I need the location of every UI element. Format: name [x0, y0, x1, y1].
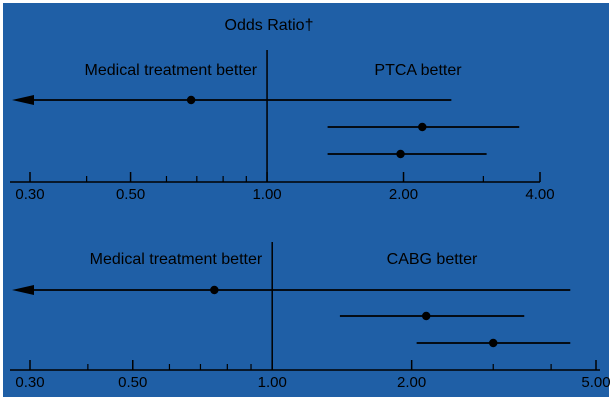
panel-1-tick-label: 0.30 — [15, 186, 44, 203]
chart-title: Odds Ratio† — [225, 17, 314, 34]
panel-1-tick-label: 1.00 — [252, 186, 281, 203]
panel-2-ci-arrow — [12, 285, 34, 295]
panel-2-estimate-point — [489, 338, 498, 348]
panel-2-tick-label: 1.00 — [258, 374, 287, 391]
panel-2-estimate-point — [422, 311, 431, 321]
panel-1-estimate-point — [396, 149, 405, 159]
panel-2-tick-label: 0.30 — [15, 374, 44, 391]
panel-1-right-label: PTCA better — [374, 62, 462, 79]
panel-1-ci-arrow — [12, 95, 34, 105]
panel-1-tick-label: 2.00 — [389, 186, 418, 203]
panel-2-tick-label: 0.50 — [118, 374, 147, 391]
panel-1-estimate-point — [418, 122, 427, 132]
panel-2-left-label: Medical treatment better — [90, 251, 263, 268]
panel-2-estimate-point — [210, 285, 219, 295]
panel-1-tick-label: 0.50 — [116, 186, 145, 203]
panel-2-right-label: CABG better — [387, 251, 478, 268]
panel-1-left-label: Medical treatment better — [85, 62, 258, 79]
plot-background — [3, 3, 609, 397]
panel-2-tick-label: 5.00 — [581, 374, 610, 391]
panel-1-tick-label: 4.00 — [525, 186, 554, 203]
panel-1-estimate-point — [186, 95, 196, 105]
panel-2-tick-label: 2.00 — [397, 374, 426, 391]
